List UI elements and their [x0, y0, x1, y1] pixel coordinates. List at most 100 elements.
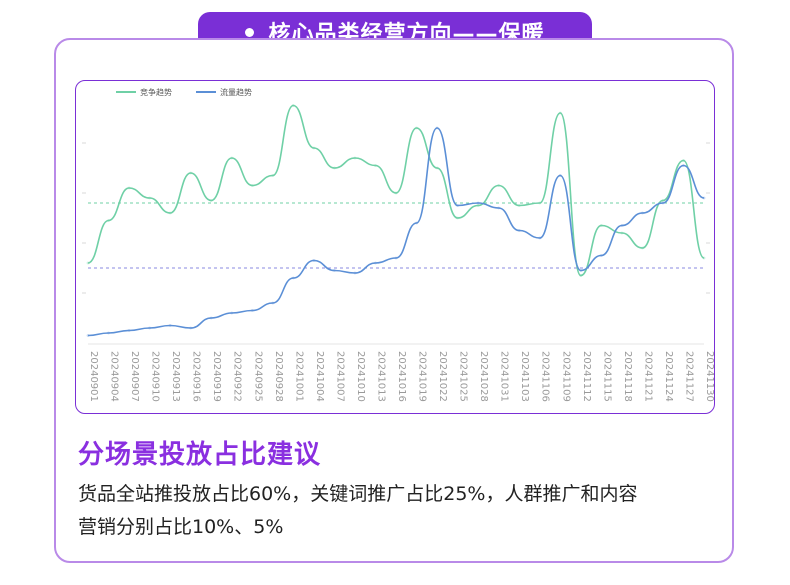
x-tick-label-12: 20241007 [334, 351, 345, 402]
data-point-s0-8 [250, 184, 254, 187]
x-tick-label-25: 20241115 [601, 351, 612, 402]
data-point-s1-26 [620, 224, 624, 227]
data-point-s0-29 [682, 159, 685, 162]
x-tick-label-23: 20241109 [560, 351, 571, 402]
section-title: 分场景投放占比建议 [78, 440, 322, 470]
data-point-s1-2 [127, 329, 131, 332]
data-point-s0-27 [641, 246, 644, 250]
data-point-s1-6 [209, 316, 213, 320]
x-tick-label-3: 20240910 [150, 351, 161, 402]
data-point-s0-4 [168, 211, 172, 215]
x-tick-label-14: 20241013 [375, 351, 386, 402]
data-point-s0-16 [415, 126, 418, 130]
data-point-s0-5 [189, 171, 193, 175]
x-tick-label-17: 20241022 [437, 351, 448, 402]
data-point-s1-23 [558, 174, 562, 177]
x-tick-label-2: 20240907 [129, 351, 140, 402]
data-point-s1-14 [374, 261, 377, 265]
data-point-s1-18 [456, 204, 459, 207]
data-point-s1-19 [476, 201, 480, 205]
data-point-s1-4 [168, 324, 172, 327]
x-tick-label-8: 20240925 [252, 351, 263, 402]
legend-label-1: 流量趋势 [220, 87, 252, 97]
data-point-s1-11 [312, 259, 316, 262]
data-point-s1-9 [271, 301, 275, 305]
data-point-s0-25 [599, 224, 603, 227]
x-tick-label-22: 20241106 [540, 351, 551, 402]
x-tick-label-0: 20240901 [88, 351, 99, 402]
data-point-s0-14 [374, 164, 377, 167]
data-point-s0-18 [456, 216, 459, 220]
data-point-s0-21 [517, 204, 521, 207]
x-tick-label-18: 20241025 [458, 351, 469, 402]
data-point-s1-0 [86, 334, 90, 337]
data-point-s1-8 [250, 309, 254, 312]
chart-canvas: 竞争趋势 流量趋势 20240901 20240904 20240907 20240910… [82, 87, 714, 402]
trend-chart: 竞争趋势 流量趋势 20240901 20240904 20240907 20240910… [75, 80, 715, 414]
data-point-s1-15 [394, 256, 398, 260]
data-point-s1-27 [641, 211, 644, 215]
x-tick-label-6: 20240919 [211, 351, 222, 402]
data-point-s0-15 [394, 191, 398, 195]
data-point-s1-1 [107, 331, 110, 335]
x-tick-label-7: 20240922 [232, 351, 243, 402]
data-point-s1-12 [333, 269, 336, 272]
data-point-s0-10 [291, 104, 295, 107]
x-tick-label-1: 20240904 [109, 351, 120, 402]
data-point-s1-3 [148, 326, 151, 330]
title-bullet-icon [245, 27, 255, 37]
x-tick-label-11: 20241004 [314, 351, 325, 402]
data-point-s0-30 [702, 256, 706, 260]
data-point-s0-1 [107, 219, 110, 222]
x-tick-label-5: 20240916 [191, 351, 202, 402]
data-point-s1-21 [517, 229, 521, 232]
data-point-s0-23 [558, 111, 562, 115]
x-tick-label-16: 20241019 [417, 351, 428, 402]
legend-label-0: 竞争趋势 [140, 87, 172, 97]
description-line-1: 货品全站推投放占比60%，关键词推广占比25%，人群推广和内容 [78, 483, 638, 505]
data-point-s0-9 [271, 174, 275, 177]
data-point-s1-20 [497, 206, 501, 210]
section-description: 货品全站推投放占比60%，关键词推广占比25%，人群推广和内容 营销分别占比10… [78, 478, 718, 544]
description-line-2: 营销分别占比10%、5% [78, 516, 284, 538]
series-line-1 [87, 127, 705, 337]
series-line-0 [87, 104, 705, 277]
data-point-s1-30 [702, 196, 706, 200]
x-tick-label-9: 20240928 [273, 351, 284, 402]
x-tick-label-26: 20241118 [622, 351, 633, 402]
data-point-s0-11 [312, 146, 316, 150]
data-point-s0-12 [333, 166, 336, 170]
data-point-s0-3 [148, 196, 151, 200]
x-tick-label-21: 20241103 [519, 351, 530, 402]
x-tick-label-28: 20241124 [663, 351, 674, 402]
data-point-s0-0 [86, 261, 90, 265]
data-point-s1-29 [682, 164, 685, 167]
data-point-s1-7 [230, 311, 234, 315]
x-tick-label-13: 20241010 [355, 351, 366, 402]
data-point-s1-10 [291, 276, 295, 280]
data-point-s0-24 [579, 274, 583, 277]
data-point-s1-5 [189, 326, 193, 330]
data-point-s0-2 [127, 186, 131, 190]
x-tick-label-15: 20241016 [396, 351, 407, 402]
data-point-s0-26 [620, 231, 624, 235]
data-point-s1-24 [579, 269, 583, 272]
data-point-s1-16 [415, 221, 418, 225]
data-point-s0-7 [230, 156, 234, 160]
x-tick-label-24: 20241112 [581, 351, 592, 402]
data-point-s1-22 [538, 236, 542, 240]
data-point-s0-28 [661, 199, 665, 202]
x-tick-label-29: 20241127 [683, 351, 694, 402]
data-point-s0-17 [435, 166, 439, 170]
x-tick-label-10: 20241001 [293, 351, 304, 402]
data-point-s0-19 [476, 204, 480, 207]
data-point-s1-25 [599, 254, 603, 257]
x-tick-label-4: 20240913 [170, 351, 181, 402]
data-point-s0-13 [353, 156, 357, 160]
data-point-s1-28 [661, 201, 665, 205]
data-point-s0-22 [538, 201, 542, 205]
data-point-s1-17 [435, 126, 439, 130]
x-tick-label-20: 20241031 [499, 351, 510, 402]
data-point-s0-20 [497, 184, 501, 187]
x-tick-label-19: 20241028 [478, 351, 489, 402]
